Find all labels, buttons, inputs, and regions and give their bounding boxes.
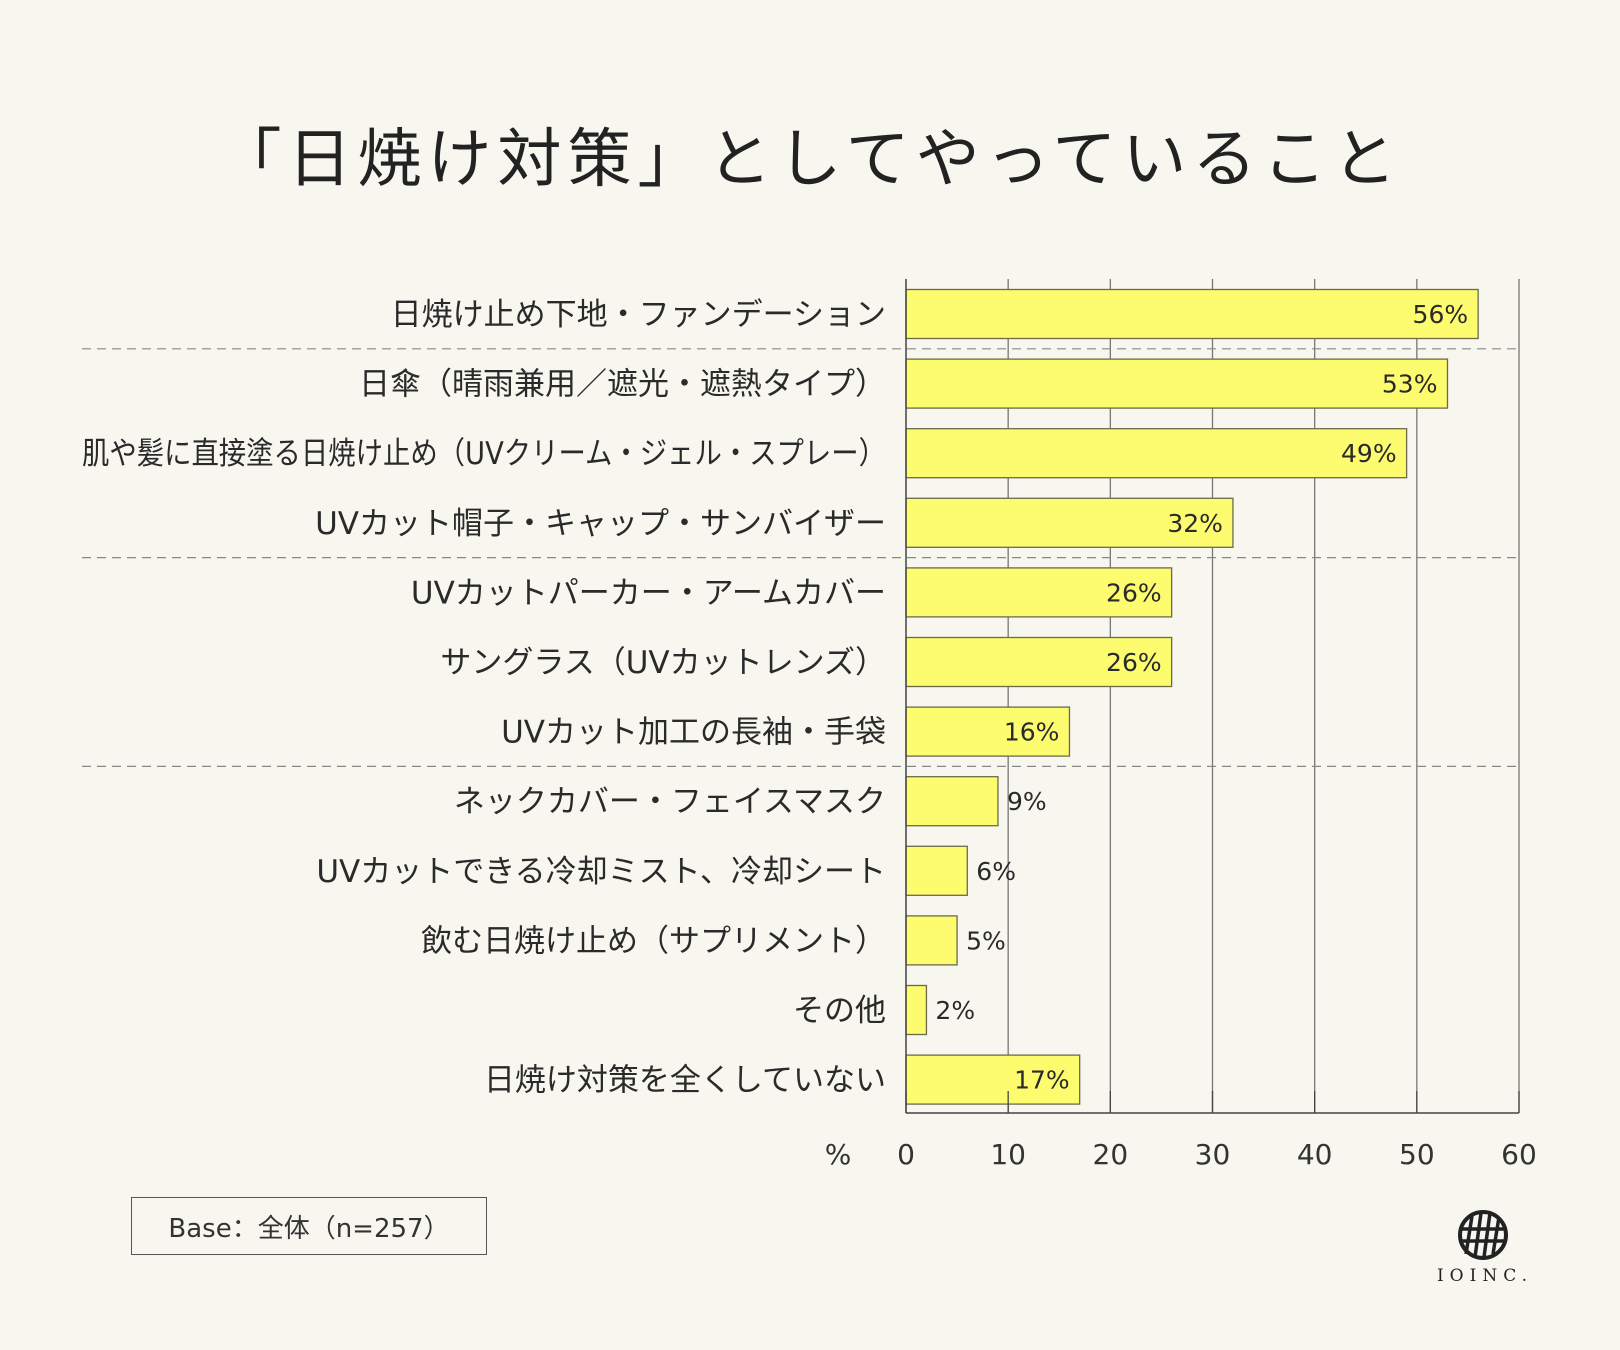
category-label: サングラス（UVカットレンズ）: [440, 645, 886, 681]
x-axis-unit-label: %: [825, 1138, 852, 1171]
value-label: 26%: [1106, 578, 1162, 607]
bar: [905, 428, 1408, 479]
value-label: 2%: [935, 996, 975, 1025]
bar: [905, 915, 958, 966]
value-label: 5%: [966, 926, 1006, 955]
x-tick-label: 10: [990, 1138, 1026, 1171]
bar: [905, 706, 1071, 757]
x-tick-label: 60: [1501, 1138, 1537, 1171]
value-label: 26%: [1106, 648, 1162, 677]
value-label: 53%: [1382, 370, 1438, 399]
value-label: 56%: [1413, 300, 1469, 329]
x-tick-label: 20: [1093, 1138, 1129, 1171]
x-tick-label: 40: [1297, 1138, 1333, 1171]
bar: [905, 984, 928, 1036]
x-tick-label: 0: [897, 1138, 915, 1171]
category-label: UVカット加工の長袖・手袋: [501, 715, 886, 751]
category-label: ネックカバー・フェイスマスク: [454, 784, 886, 820]
bar: [905, 776, 999, 827]
bar: [905, 358, 1449, 409]
category-label: 日焼け止め下地・ファンデーション: [391, 297, 886, 333]
category-label: 日焼け対策を全くしていない: [484, 1063, 886, 1099]
bar: [905, 288, 1479, 340]
value-label: 32%: [1167, 509, 1223, 538]
value-label: 49%: [1341, 439, 1397, 468]
value-label: 17%: [1014, 1066, 1070, 1095]
category-label: 飲む日焼け止め（サプリメント）: [421, 923, 886, 959]
x-tick-label: 50: [1399, 1138, 1435, 1171]
category-label: 日傘（晴雨兼用／遮光・遮熱タイプ）: [359, 367, 886, 403]
value-label: 6%: [976, 857, 1016, 886]
category-label: その他: [793, 993, 886, 1029]
bar: [905, 636, 1173, 688]
bar: [905, 567, 1173, 618]
value-label: 16%: [1004, 718, 1060, 747]
x-tick-label: 30: [1195, 1138, 1231, 1171]
category-label: UVカット帽子・キャップ・サンバイザー: [315, 506, 886, 542]
chart-title: 「日焼け対策」としてやっていること: [217, 123, 1403, 197]
bar: [905, 845, 968, 896]
bar: [905, 497, 1234, 548]
category-label: UVカットパーカー・アームカバー: [411, 575, 886, 611]
category-label: 肌や髪に直接塗る日焼け止め（UVクリーム・ジェル・スプレー）: [82, 436, 886, 472]
logo-text: IOINC.: [1436, 1266, 1534, 1286]
hatched-circle-logo-icon: [1458, 1210, 1508, 1260]
bar-chart: 日焼け止め下地・ファンデーション 56% 日傘（晴雨兼用／遮光・遮熱タイプ） 53% 肌…: [82, 279, 1537, 1171]
category-label: UVカットできる冷却ミスト、冷却シート: [316, 854, 886, 890]
base-note: Base：全体（n=257）: [131, 1197, 487, 1255]
bar: [905, 1054, 1081, 1105]
value-label: 9%: [1007, 787, 1047, 816]
